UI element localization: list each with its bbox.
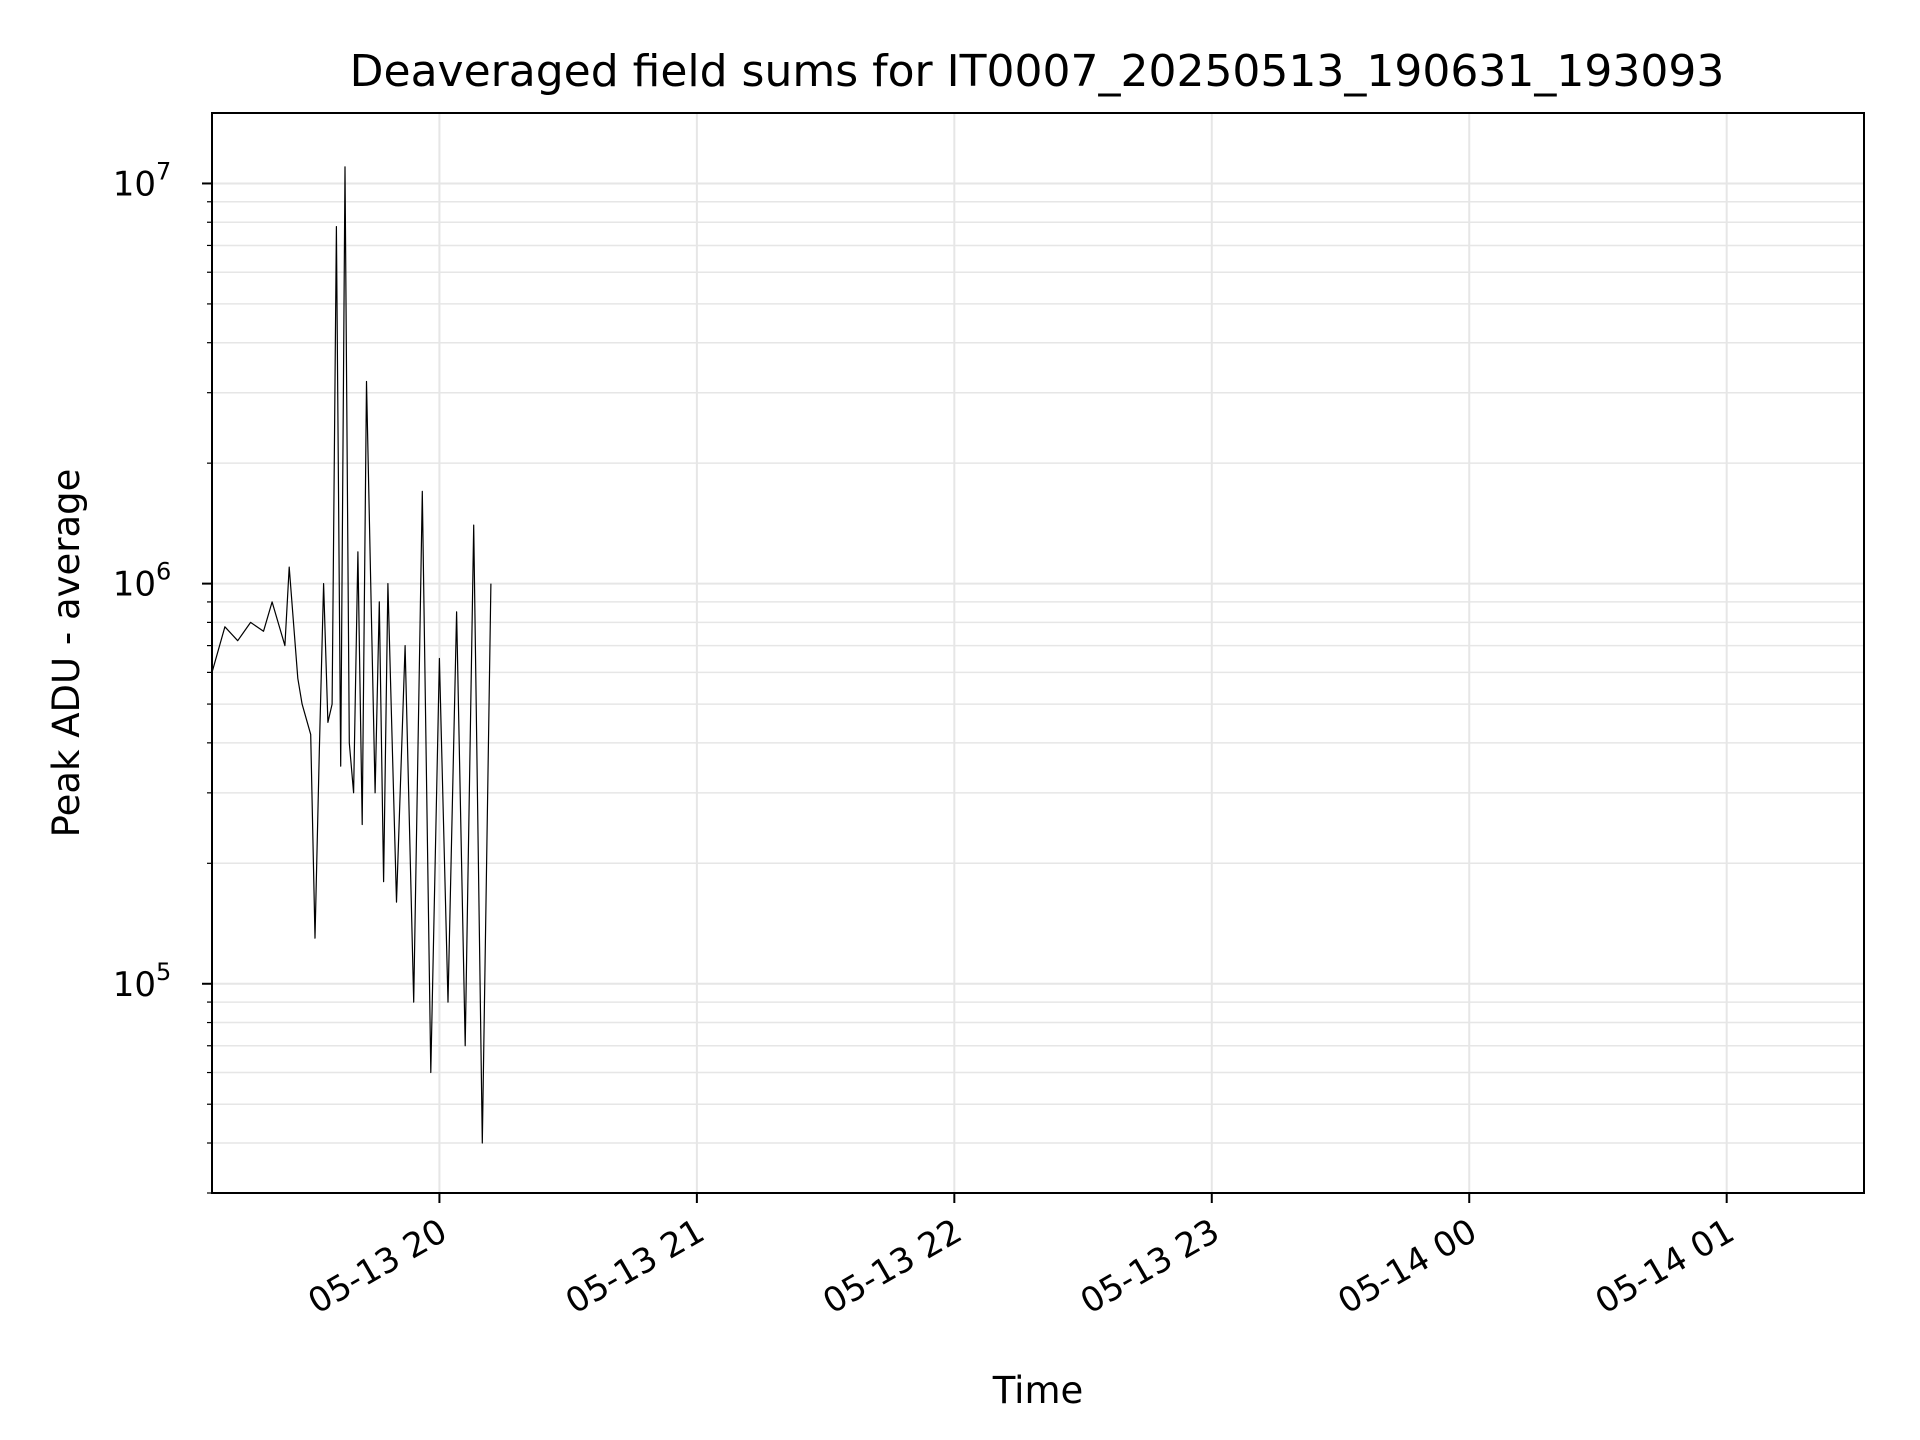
x-axis-label: Time <box>992 1369 1084 1412</box>
plot-frame <box>211 112 1865 1194</box>
y-tick-label: 106 <box>113 558 172 605</box>
x-axis: 05-13 20 05-13 21 05-13 22 05-13 23 05-14 00… <box>302 1193 1741 1322</box>
y-axis-label: Peak ADU - average <box>45 469 88 838</box>
x-tick-label: 05-13 23 <box>1074 1211 1226 1322</box>
y-tick-label: 107 <box>113 157 172 204</box>
x-tick-label: 05-13 20 <box>302 1211 454 1322</box>
x-tick-label: 05-13 21 <box>559 1211 711 1322</box>
x-tick-label: 05-13 22 <box>816 1211 968 1322</box>
y-tick-label: 105 <box>113 958 172 1005</box>
grid <box>212 113 1864 1194</box>
plot-area <box>211 166 492 1144</box>
chart-title: Deaveraged field sums for IT0007_2025051… <box>350 46 1725 97</box>
x-tick-label: 05-14 01 <box>1589 1211 1741 1322</box>
x-tick-label: 05-14 00 <box>1331 1211 1483 1322</box>
y-axis: 105 106 107 <box>113 157 212 1194</box>
series-line <box>211 166 492 1144</box>
